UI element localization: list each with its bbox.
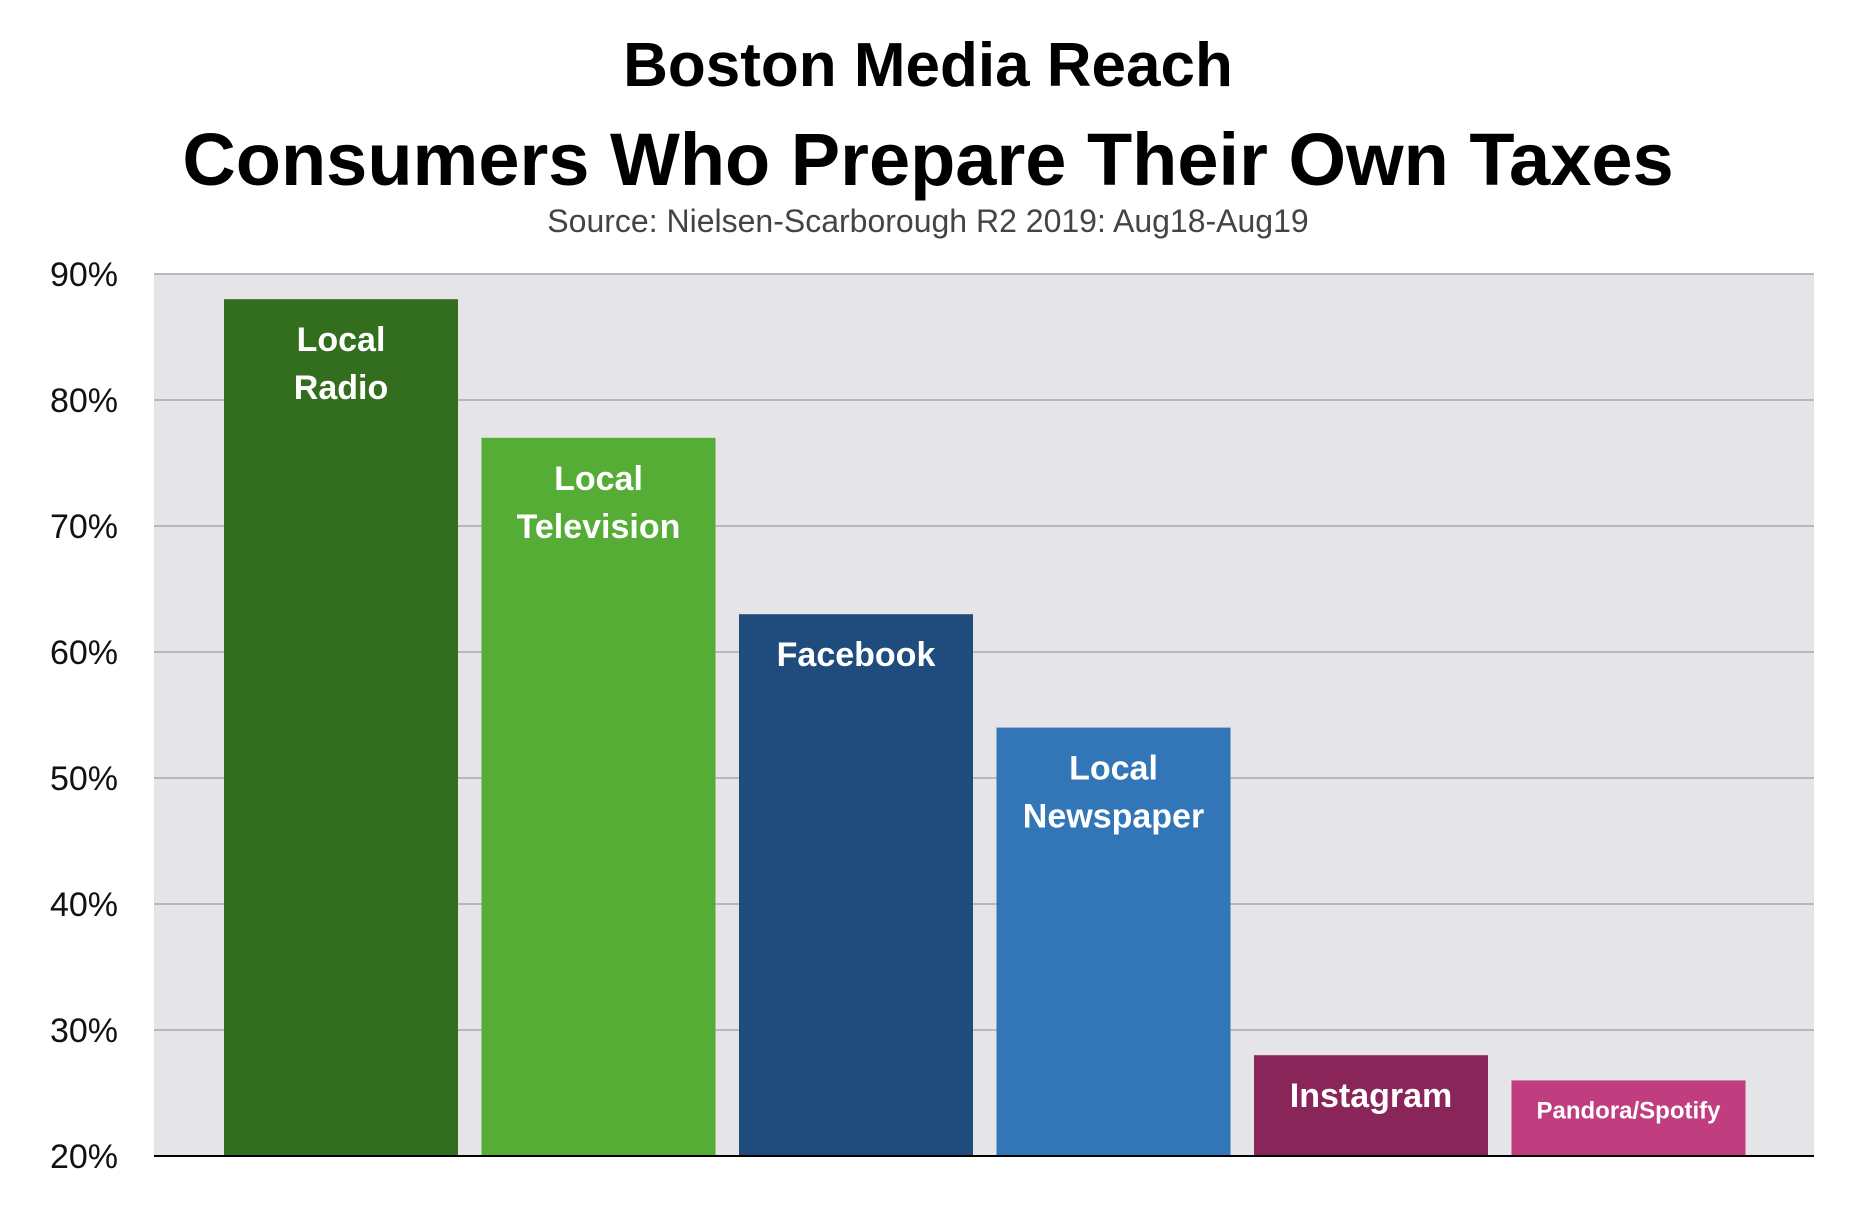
bar-label: Local Newspaper	[1023, 750, 1204, 836]
bars	[224, 299, 1746, 1156]
y-tick-label: 40%	[50, 886, 118, 924]
chart-title: Boston Media Reach	[623, 31, 1233, 100]
y-tick-label: 50%	[50, 760, 118, 798]
y-axis-ticks: 20% 30% 40% 50% 60% 70% 80% 90%	[50, 256, 118, 1176]
bar	[224, 299, 458, 1156]
bar-label: Local Television	[517, 460, 681, 546]
bar	[1254, 1055, 1488, 1156]
chart-source: Source: Nielsen-Scarborough R2 2019: Aug…	[547, 203, 1309, 239]
y-tick-label: 30%	[50, 1012, 118, 1050]
bar-label: Local Radio	[294, 321, 388, 407]
y-tick-label: 90%	[50, 256, 118, 294]
bar	[481, 437, 716, 1156]
bar	[1511, 1080, 1746, 1156]
bar	[739, 614, 973, 1156]
chart-subtitle: Consumers Who Prepare Their Own Taxes	[182, 118, 1674, 201]
y-tick-label: 70%	[50, 508, 118, 546]
bar-label: Instagram	[1290, 1077, 1453, 1115]
bar-label: Pandora/Spotify	[1536, 1097, 1721, 1124]
bar-labels: Local Radio Local Television Facebook Local Ne…	[294, 321, 1721, 1124]
y-tick-label: 20%	[50, 1138, 118, 1176]
y-tick-label: 60%	[50, 634, 118, 672]
bar-label: Facebook	[777, 636, 936, 674]
bar	[996, 727, 1231, 1156]
y-tick-label: 80%	[50, 382, 118, 420]
